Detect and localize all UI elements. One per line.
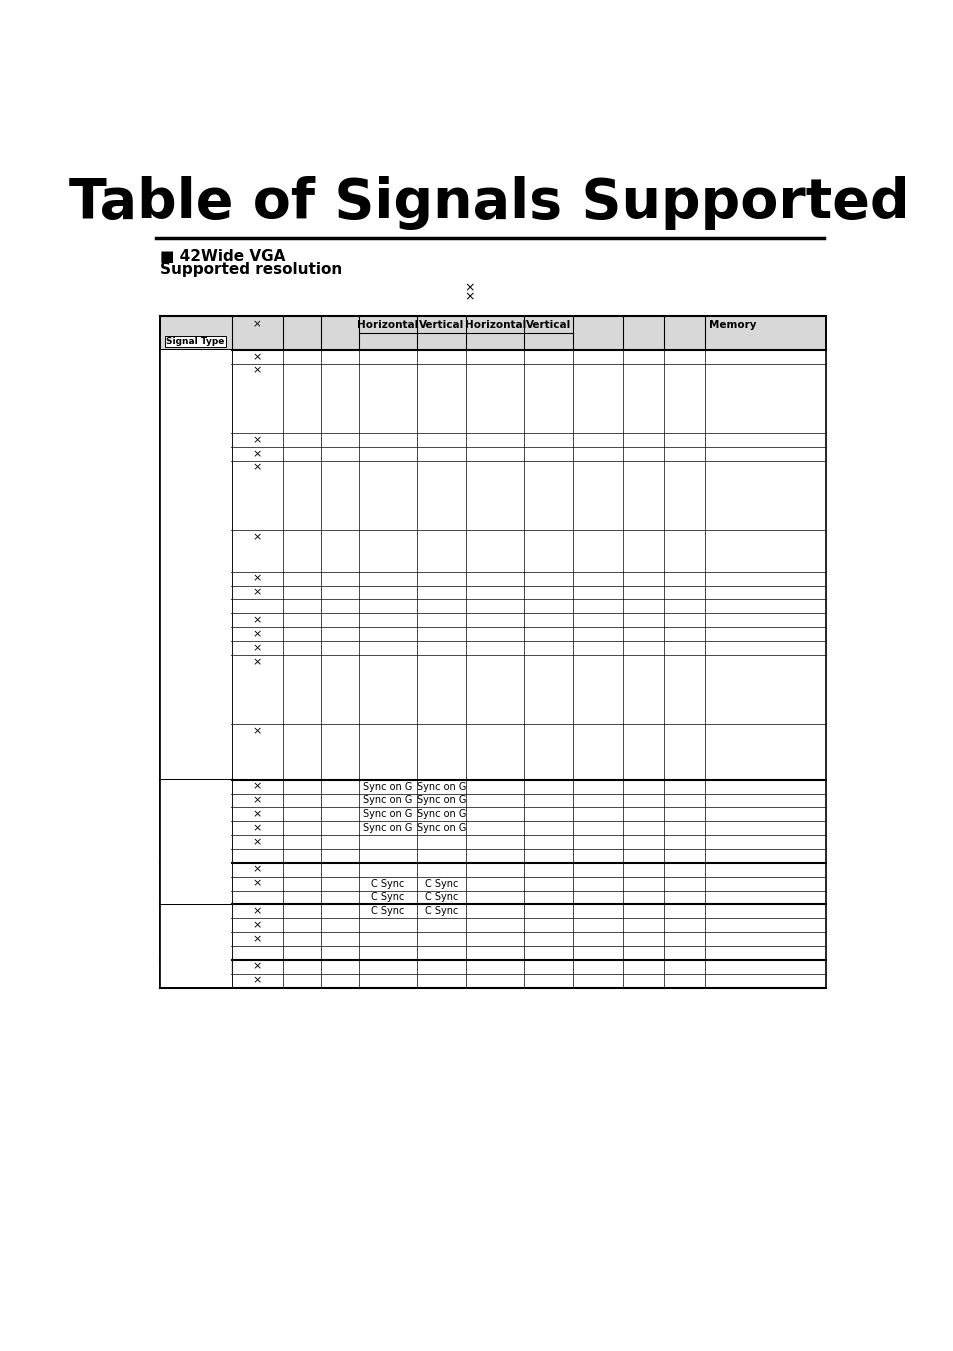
Text: ×: × — [253, 962, 262, 971]
Text: C Sync: C Sync — [371, 893, 404, 902]
Bar — [159, 959, 232, 974]
Text: ×: × — [253, 615, 262, 626]
Text: Sync on G: Sync on G — [416, 782, 466, 792]
Text: Vertical: Vertical — [526, 320, 571, 330]
Text: Sync on G: Sync on G — [363, 823, 412, 834]
Text: ×: × — [253, 643, 262, 653]
Text: ×: × — [253, 588, 262, 597]
Text: Signal Type: Signal Type — [166, 336, 225, 346]
Text: Sync on G: Sync on G — [363, 809, 412, 819]
Text: Sync on G: Sync on G — [363, 782, 412, 792]
Text: ×: × — [253, 809, 262, 819]
Text: Sync on G: Sync on G — [416, 809, 466, 819]
Text: ×: × — [253, 532, 262, 542]
Text: ×: × — [253, 782, 262, 792]
Bar — [160, 905, 231, 959]
Bar — [160, 961, 231, 988]
Text: ■ 42Wide VGA: ■ 42Wide VGA — [159, 250, 285, 265]
Text: ×: × — [253, 934, 262, 944]
Text: ×: × — [464, 290, 475, 304]
Text: Table of Signals Supported: Table of Signals Supported — [69, 176, 908, 230]
Text: ×: × — [253, 657, 262, 667]
Text: C Sync: C Sync — [424, 907, 457, 916]
Bar — [160, 350, 231, 780]
Text: C Sync: C Sync — [371, 878, 404, 889]
Text: Horizontal: Horizontal — [464, 320, 525, 330]
Text: Sync on G: Sync on G — [363, 796, 412, 805]
Text: C Sync: C Sync — [424, 878, 457, 889]
Text: ×: × — [253, 907, 262, 916]
Text: ×: × — [253, 351, 262, 362]
Text: ×: × — [253, 865, 262, 874]
Bar — [160, 863, 231, 904]
Text: ×: × — [253, 463, 262, 473]
Text: ×: × — [253, 320, 261, 330]
Text: ×: × — [253, 823, 262, 834]
Text: Vertical: Vertical — [418, 320, 463, 330]
Bar — [159, 316, 825, 350]
Text: C Sync: C Sync — [371, 907, 404, 916]
Text: ×: × — [253, 574, 262, 584]
Text: ×: × — [253, 796, 262, 805]
Text: Sync on G: Sync on G — [416, 823, 466, 834]
Text: ×: × — [253, 878, 262, 889]
Text: ×: × — [253, 975, 262, 986]
Text: ×: × — [253, 920, 262, 931]
Text: Supported resolution: Supported resolution — [159, 262, 341, 277]
Text: Sync on G: Sync on G — [416, 796, 466, 805]
Bar — [159, 316, 825, 350]
Bar — [160, 780, 231, 862]
Text: ×: × — [253, 435, 262, 444]
Text: ×: × — [253, 449, 262, 459]
Text: Horizontal: Horizontal — [356, 320, 418, 330]
Text: ×: × — [253, 630, 262, 639]
Text: ×: × — [464, 281, 475, 295]
Text: ×: × — [253, 725, 262, 736]
Text: ×: × — [253, 838, 262, 847]
Text: Memory: Memory — [708, 320, 756, 330]
Text: ×: × — [253, 366, 262, 376]
Text: C Sync: C Sync — [424, 893, 457, 902]
